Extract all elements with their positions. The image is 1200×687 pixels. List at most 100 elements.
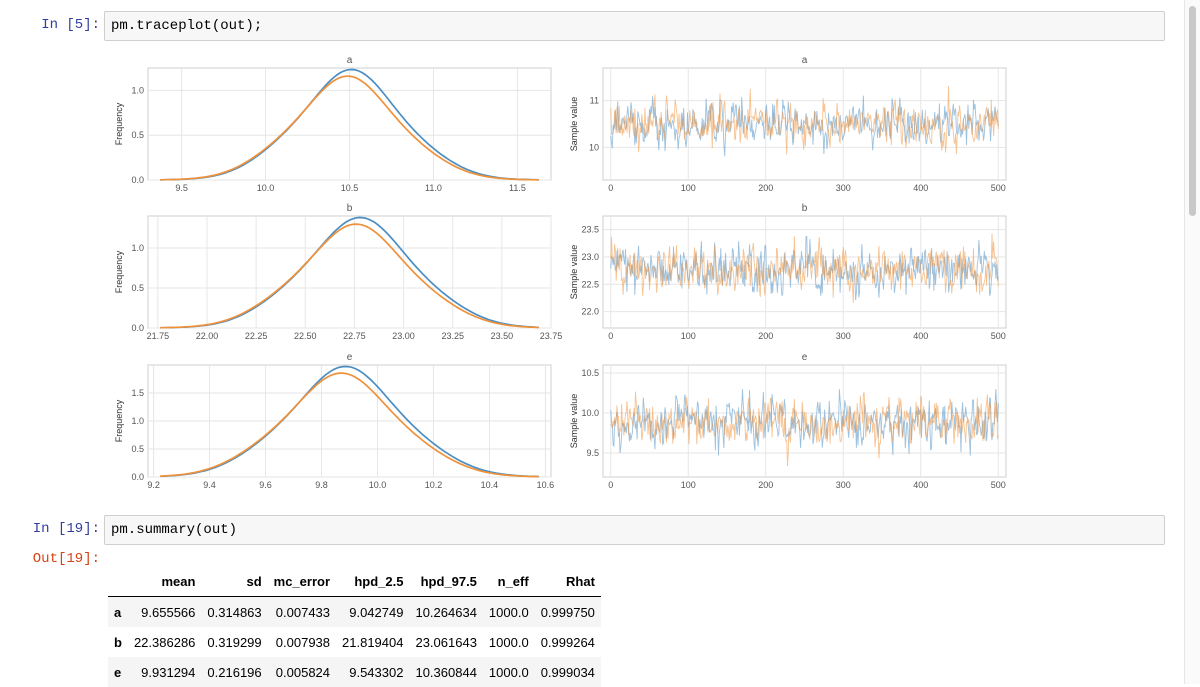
x-tick-label: 0 [608, 183, 613, 193]
plot-frame [147, 215, 552, 329]
scrollbar-thumb[interactable] [1189, 6, 1196, 216]
y-tick-label: 9.5 [586, 448, 599, 458]
table-row: a 9.655566 0.314863 0.007433 9.042749 10… [108, 596, 601, 627]
table-cell: 10.360844 [409, 657, 483, 687]
y-axis-label: Sample value [569, 245, 579, 300]
column-header: hpd_2.5 [336, 566, 410, 597]
x-tick-label: 0 [608, 331, 613, 341]
table-cell: 9.042749 [336, 596, 410, 627]
table-cell: 9.931294 [127, 657, 202, 687]
x-tick-label: 22.00 [196, 331, 219, 341]
y-tick-label: 23.5 [581, 225, 599, 235]
table-cell: 0.216196 [201, 657, 268, 687]
x-tick-label: 500 [991, 331, 1006, 341]
x-tick-label: 22.75 [343, 331, 366, 341]
y-tick-label: 1.0 [131, 416, 144, 426]
table-cell: 1000.0 [488, 634, 529, 650]
x-tick-label: 300 [836, 183, 851, 193]
x-tick-label: 21.75 [147, 331, 170, 341]
column-header: Rhat [534, 566, 601, 597]
x-tick-label: 500 [991, 480, 1006, 490]
density-line-chain-2 [160, 75, 539, 181]
y-tick-label: 10.5 [581, 368, 599, 378]
plot-title: b [802, 203, 808, 214]
x-tick-label: 100 [681, 183, 696, 193]
table-cell: 10.264634 [409, 596, 483, 627]
x-tick-label: 10.2 [425, 480, 443, 490]
y-tick-label: 10 [589, 142, 599, 152]
summary-table: mean sd mc_error hpd_2.5 hpd_97.5 n_eff … [108, 566, 601, 687]
y-axis-label: Frequency [114, 399, 124, 442]
x-tick-label: 9.2 [147, 480, 160, 490]
table-cell: 22.386286 [133, 634, 196, 650]
table-row: b 22.386286 0.319299 0.007938 21.819404 … [108, 627, 601, 657]
plot-title: a [802, 55, 808, 66]
x-tick-label: 23.75 [540, 331, 563, 341]
x-tick-label: 500 [991, 183, 1006, 193]
code-input-summary[interactable]: pm.summary(out) [104, 515, 1165, 545]
x-tick-label: 10.5 [341, 183, 359, 193]
x-tick-label: 400 [913, 480, 928, 490]
table-cell: 9.543302 [336, 657, 410, 687]
y-tick-label: 0.5 [131, 130, 144, 140]
x-tick-label: 9.4 [203, 480, 216, 490]
column-header: mean [127, 566, 202, 597]
y-tick-label: 0.5 [131, 444, 144, 454]
x-tick-label: 23.50 [491, 331, 514, 341]
plot-title: a [347, 55, 353, 66]
trace-line-chain-2 [610, 391, 999, 467]
y-tick-label: 11 [590, 96, 599, 106]
code-input-traceplot[interactable]: pm.traceplot(out); [104, 11, 1165, 41]
x-tick-label: 22.25 [245, 331, 268, 341]
x-tick-label: 10.0 [257, 183, 275, 193]
table-cell: 0.007433 [267, 596, 337, 627]
table-cell: 0.319299 [207, 634, 262, 650]
x-tick-label: 9.5 [175, 183, 188, 193]
plot-title: b [347, 203, 353, 214]
y-tick-label: 1.5 [131, 388, 144, 398]
y-tick-label: 0.0 [131, 175, 144, 185]
y-axis-label: Sample value [569, 394, 579, 449]
plot-frame [602, 67, 1007, 181]
x-tick-label: 200 [758, 331, 773, 341]
table-cell: 1000.0 [482, 596, 535, 627]
y-tick-label: 10.0 [581, 408, 599, 418]
x-tick-label: 9.8 [315, 480, 328, 490]
column-header: sd [201, 566, 268, 597]
y-tick-label: 0.0 [131, 472, 144, 482]
x-tick-label: 23.25 [441, 331, 464, 341]
trace-line-chain-1 [610, 95, 999, 157]
row-label: e [108, 657, 128, 687]
x-tick-label: 100 [681, 480, 696, 490]
x-tick-label: 22.50 [294, 331, 317, 341]
vertical-scrollbar[interactable] [1184, 0, 1200, 684]
y-tick-label: 22.5 [581, 279, 599, 289]
y-tick-label: 0.0 [131, 323, 144, 333]
table-cell: 0.999034 [534, 657, 601, 687]
x-tick-label: 300 [836, 480, 851, 490]
y-tick-label: 1.0 [131, 85, 144, 95]
table-row: e 9.931294 0.216196 0.005824 9.543302 10… [108, 657, 601, 687]
x-tick-label: 10.6 [537, 480, 555, 490]
y-axis-label: Sample value [569, 97, 579, 152]
column-header: mc_error [267, 566, 337, 597]
column-header [108, 566, 128, 597]
y-tick-label: 1.0 [131, 243, 144, 253]
x-tick-label: 400 [913, 183, 928, 193]
table-cell: 0.999750 [534, 596, 601, 627]
table-cell: 0.005824 [267, 657, 337, 687]
x-tick-label: 23.00 [392, 331, 415, 341]
x-tick-label: 400 [913, 331, 928, 341]
x-tick-label: 11.5 [509, 183, 526, 193]
density-line-chain-1 [160, 365, 539, 478]
column-header: hpd_97.5 [409, 566, 483, 597]
density-line-chain-2 [160, 372, 539, 478]
input-prompt: In [5]: [41, 17, 100, 33]
input-prompt: In [19]: [32, 521, 100, 537]
table-cell: 9.655566 [127, 596, 202, 627]
x-tick-label: 10.4 [481, 480, 499, 490]
x-tick-label: 10.0 [369, 480, 387, 490]
y-axis-label: Frequency [114, 250, 124, 293]
table-cell: 0.314863 [201, 596, 268, 627]
